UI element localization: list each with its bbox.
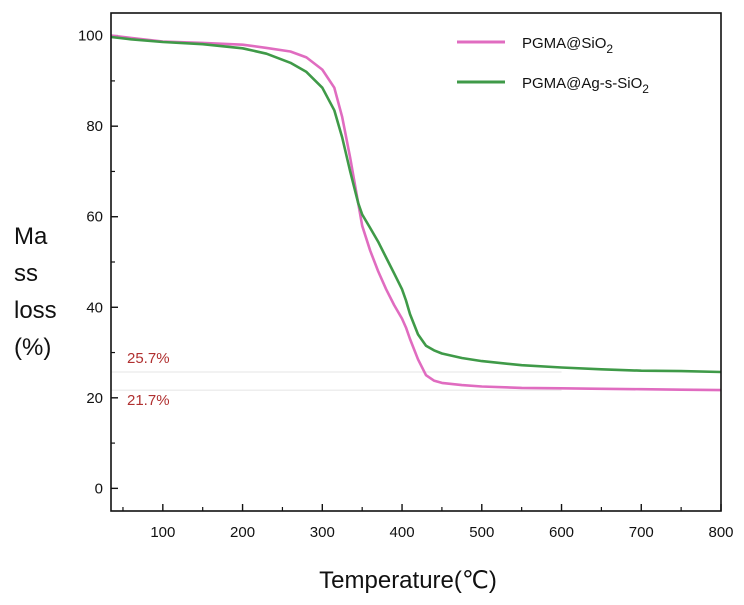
y-tick-label: 60 [86, 209, 103, 226]
annotation-label: 21.7% [127, 392, 170, 409]
y-axis-label-line: Ma [14, 223, 48, 250]
y-tick-label: 40 [86, 299, 103, 316]
x-tick-label: 800 [708, 524, 733, 541]
y-axis-label-line: ss [14, 260, 38, 287]
y-tick-label: 100 [78, 28, 103, 45]
x-tick-label: 300 [310, 524, 335, 541]
x-tick-label: 400 [390, 524, 415, 541]
legend: PGMA@SiO2 PGMA@Ag-s-SiO2 [457, 35, 649, 96]
x-axis-label: Temperature(℃) [319, 567, 497, 594]
plot-frame [110, 12, 722, 512]
legend-label-pgma-sio2: PGMA@SiO2 [522, 35, 613, 56]
y-tick-label: 0 [95, 480, 103, 497]
y-tick-label: 80 [86, 118, 103, 135]
legend-label-pgma-ag-s-sio2: PGMA@Ag-s-SiO2 [522, 75, 649, 96]
series-line-1 [110, 35, 722, 374]
series-line-0 [110, 34, 722, 392]
x-tick-label: 600 [549, 524, 574, 541]
annotation-label: 25.7% [127, 350, 170, 367]
y-axis-label: Ma ss loss (%) [14, 218, 74, 366]
x-tick-label: 100 [150, 524, 175, 541]
y-tick-label: 20 [86, 390, 103, 407]
y-axis-label-line: loss [14, 297, 57, 324]
x-tick-label: 500 [469, 524, 494, 541]
y-axis-label-line: (%) [14, 334, 52, 361]
x-tick-label: 200 [230, 524, 255, 541]
x-tick-label: 700 [629, 524, 654, 541]
